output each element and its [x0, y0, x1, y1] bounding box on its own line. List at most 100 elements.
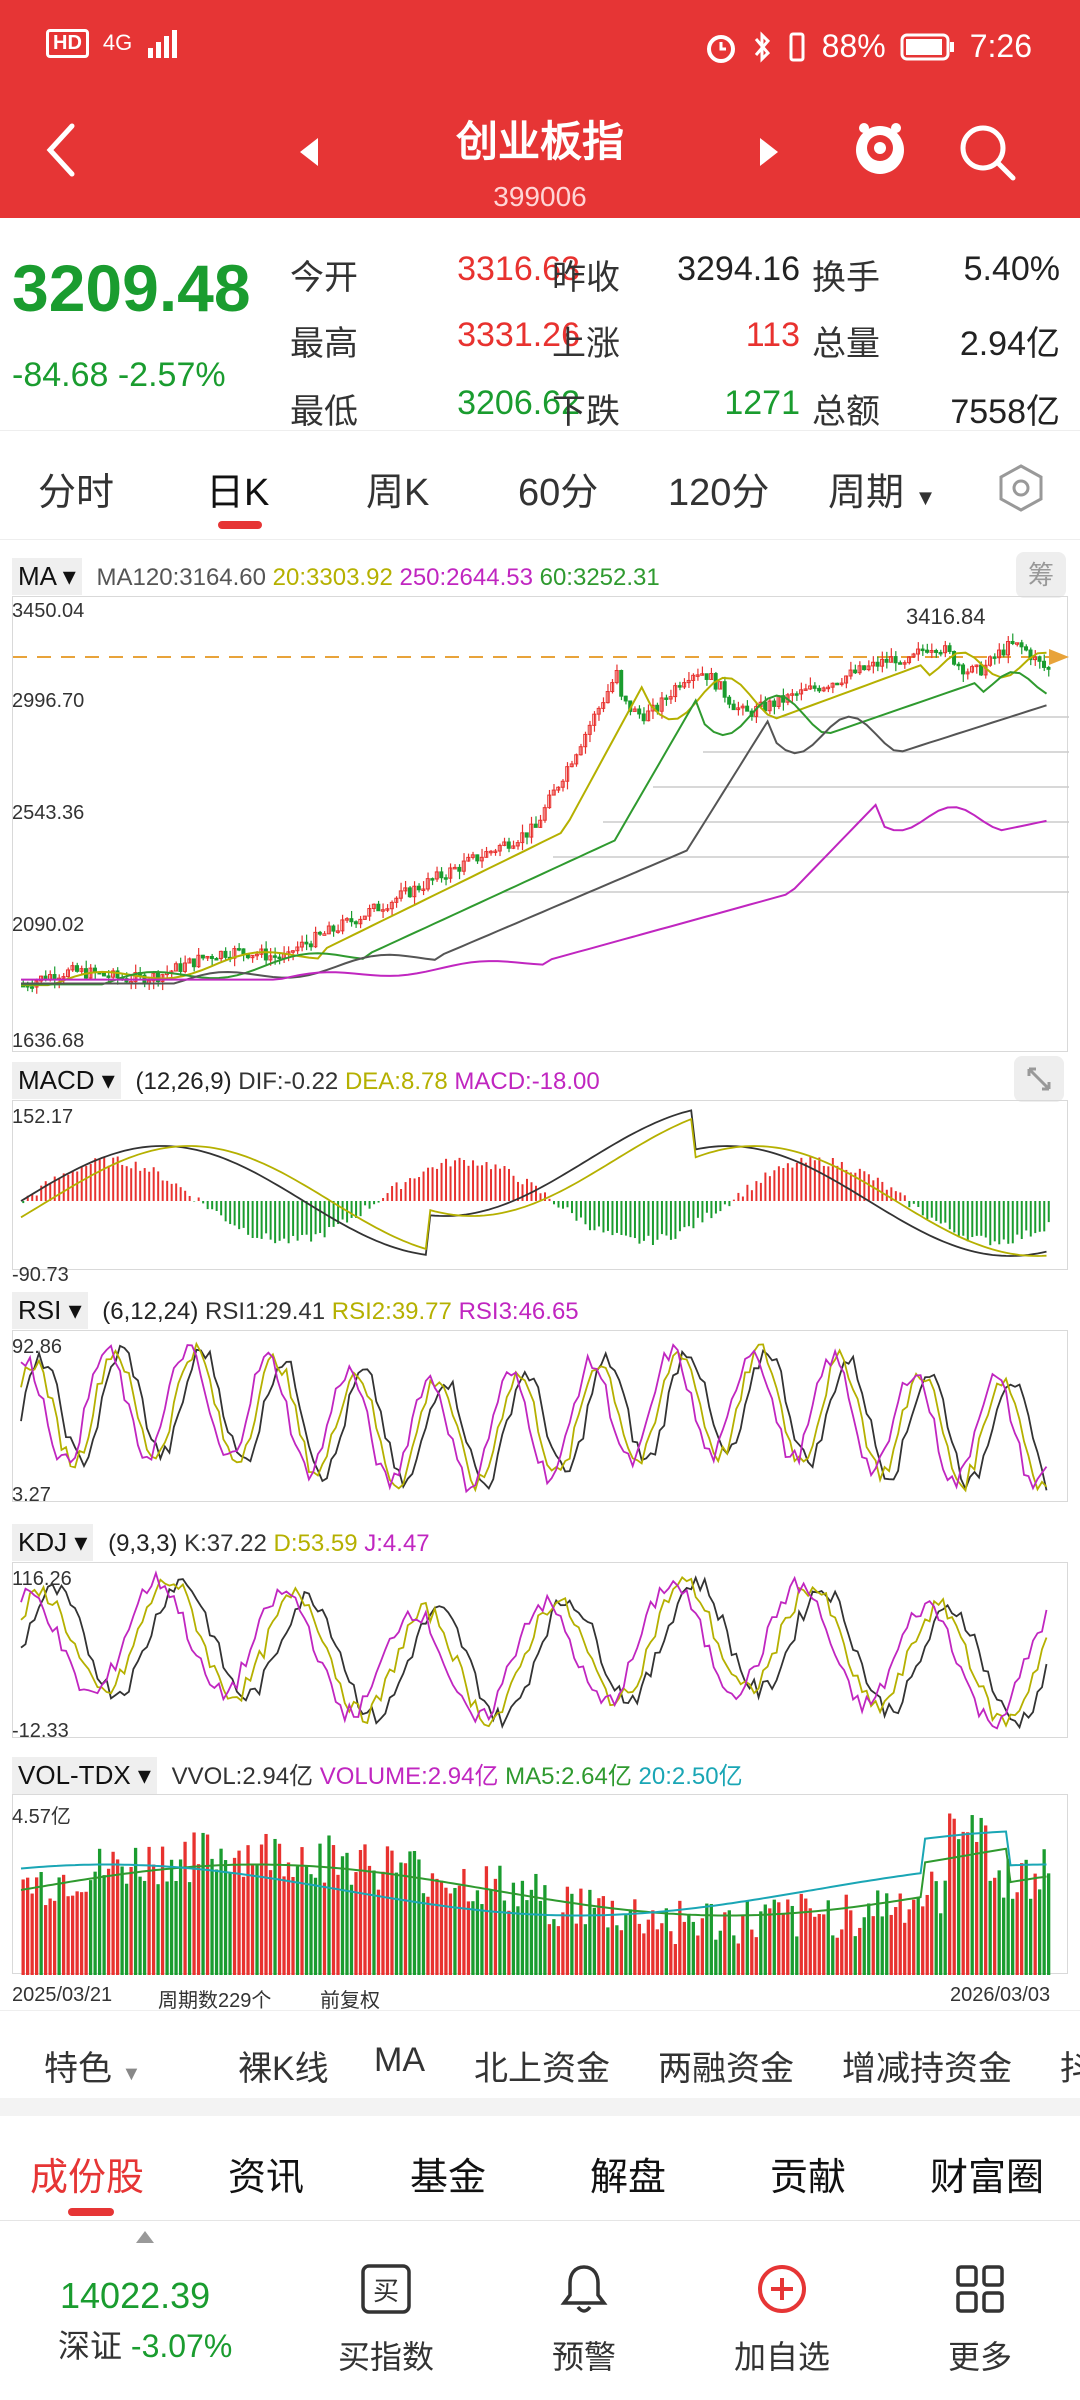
volume-bar	[237, 1850, 241, 1975]
feature-naked-k[interactable]: 裸K线	[238, 2050, 329, 2088]
volume-bar	[129, 1867, 133, 1975]
tab-news[interactable]: 资讯	[228, 2157, 305, 2199]
volume-bar	[777, 1902, 781, 1975]
caret-down-icon: ▼	[914, 485, 937, 510]
candle	[317, 931, 322, 935]
volume-bar	[822, 1914, 826, 1975]
tab-60min[interactable]: 60分	[518, 472, 599, 514]
volume-bar	[871, 1916, 875, 1975]
candle	[412, 885, 417, 898]
candle	[844, 675, 849, 684]
feature-ma[interactable]: MA	[374, 2041, 425, 2079]
macd-selector[interactable]: MACD ▾	[12, 1062, 121, 1099]
quote-value: 3294.16	[677, 250, 800, 288]
candle	[479, 856, 484, 862]
candle	[308, 943, 313, 948]
feature-holdings-change[interactable]: 增减持资金	[842, 2050, 1012, 2088]
tab-contribution[interactable]: 贡献	[770, 2157, 847, 2199]
shenzhen-index-pct: -3.07%	[130, 2328, 233, 2364]
candle	[596, 707, 601, 715]
shenzhen-index-value[interactable]: 14022.39	[60, 2275, 211, 2316]
candle	[803, 688, 808, 691]
tab-funds[interactable]: 基金	[410, 2157, 487, 2199]
rsi-line-3	[20, 1343, 1048, 1494]
candle	[947, 645, 952, 652]
feature-margin[interactable]: 两融资金	[658, 2050, 794, 2088]
candle	[943, 645, 948, 654]
buy-icon: 买	[361, 2264, 411, 2314]
more-button[interactable]: 更多	[910, 2261, 1050, 2378]
chip-distribution-button[interactable]: 筹	[1016, 552, 1066, 598]
volume-bar	[889, 1914, 893, 1975]
settings-hex-icon[interactable]	[996, 463, 1046, 513]
rsi-selector[interactable]: RSI ▾	[12, 1292, 88, 1329]
tab-daily-k[interactable]: 日K	[206, 472, 270, 514]
candle	[632, 708, 637, 712]
kline-chart[interactable]: MA ▾ MA120:3164.60 20:3303.92 250:2644.5…	[0, 540, 1080, 2012]
candle	[934, 650, 939, 653]
candle	[902, 662, 907, 665]
feature-special[interactable]: 特色 ▼	[44, 2041, 141, 2090]
candle	[605, 691, 610, 704]
volume-bar	[363, 1844, 367, 1975]
search-icon[interactable]	[955, 120, 1019, 184]
volume-bar	[408, 1851, 412, 1975]
kdj-line-1	[20, 1575, 1048, 1730]
volume-bar	[246, 1845, 250, 1975]
volume-bar	[507, 1910, 511, 1975]
price-plot	[13, 633, 1069, 994]
volume-bar	[691, 1921, 695, 1975]
tab-constituents[interactable]: 成份股	[30, 2157, 145, 2199]
candle	[646, 710, 651, 722]
candle	[236, 948, 241, 951]
candle	[970, 666, 975, 673]
tab-120min[interactable]: 120分	[668, 472, 770, 514]
next-index-icon[interactable]	[760, 138, 778, 166]
ma-selector[interactable]: MA ▾	[12, 558, 82, 595]
tab-analysis[interactable]: 解盘	[590, 2157, 667, 2199]
candle	[70, 965, 75, 971]
candle	[106, 975, 111, 978]
vol-selector[interactable]: VOL-TDX ▾	[12, 1757, 157, 1794]
mascot-icon[interactable]	[850, 118, 910, 180]
candle	[875, 661, 880, 667]
tab-community[interactable]: 财富圈	[930, 2157, 1045, 2199]
candle	[587, 724, 592, 735]
candle	[335, 930, 340, 933]
volume-bar	[30, 1893, 34, 1975]
volume-bar	[709, 1903, 713, 1975]
candle	[421, 888, 426, 892]
volume-bar	[966, 1832, 970, 1975]
prev-index-icon[interactable]	[300, 138, 318, 166]
candle	[1033, 656, 1038, 661]
feature-northbound[interactable]: 北上资金	[474, 2050, 610, 2088]
back-arrow-icon[interactable]	[38, 118, 86, 182]
candle	[767, 700, 772, 712]
ma60-line	[21, 671, 1048, 986]
hd-badge: HD	[46, 28, 89, 58]
ma-selector-label: MA	[18, 561, 56, 591]
volume-bar	[592, 1907, 597, 1975]
candle	[686, 679, 691, 684]
candle	[551, 789, 556, 796]
volume-bar	[426, 1896, 430, 1975]
candle	[619, 670, 624, 697]
candle	[979, 664, 984, 676]
tab-intraday[interactable]: 分时	[38, 472, 115, 514]
alert-button[interactable]: 预警	[514, 2261, 654, 2378]
volume-bar	[277, 1843, 282, 1975]
tab-weekly-k[interactable]: 周K	[366, 472, 430, 514]
expand-icon[interactable]	[1014, 1056, 1064, 1102]
feature-more[interactable]: 抖	[1060, 2050, 1080, 2088]
buy-index-button[interactable]: 买 买指数	[316, 2261, 456, 2378]
volume-bar	[1015, 1892, 1019, 1975]
kdj-selector[interactable]: KDJ ▾	[12, 1524, 94, 1561]
tab-period-dropdown[interactable]: 周期 ▼	[828, 461, 936, 516]
volume-bar	[628, 1909, 633, 1975]
add-watchlist-button[interactable]: 加自选	[712, 2261, 852, 2378]
bluetooth-icon	[754, 30, 770, 63]
volume-bar	[70, 1895, 75, 1975]
volume-bar	[399, 1862, 403, 1975]
shenzhen-index-label[interactable]: 深证 -3.07%	[58, 2321, 232, 2367]
candle	[452, 866, 457, 870]
